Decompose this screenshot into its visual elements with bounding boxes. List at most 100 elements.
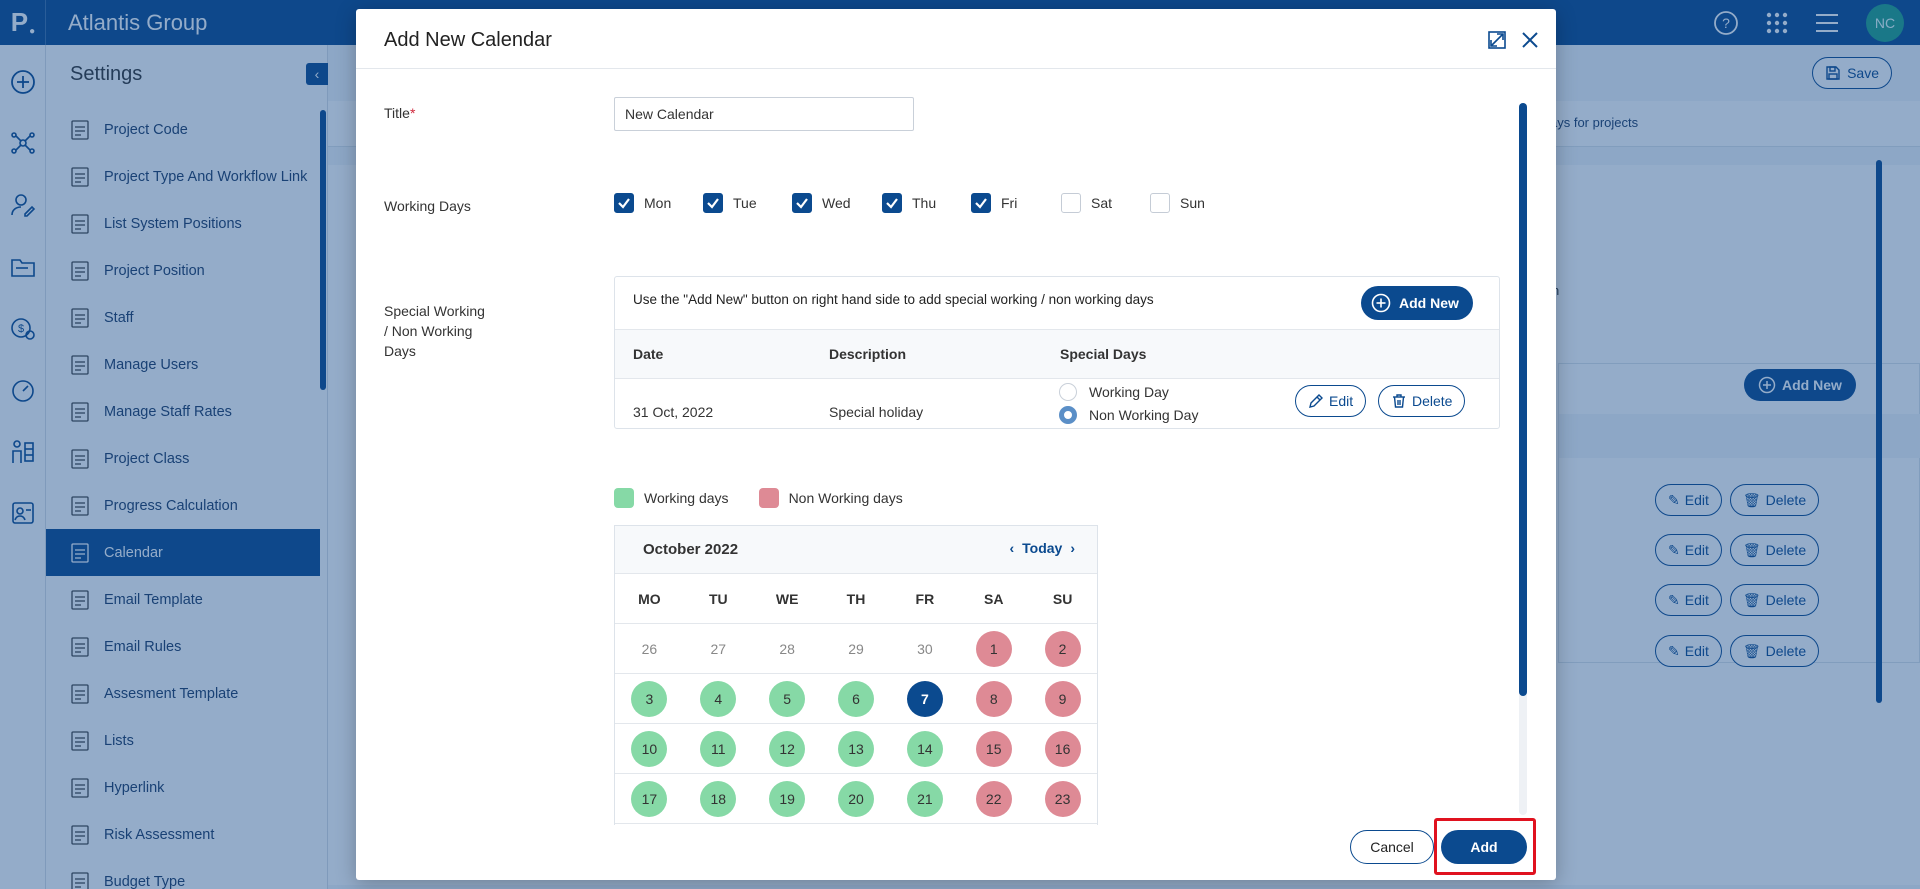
calendar-day-cell[interactable]: 14 [890, 724, 959, 773]
calendar-day-work[interactable]: 13 [838, 730, 874, 767]
calendar-day-cell[interactable]: 29 [822, 624, 891, 673]
close-icon[interactable] [1516, 26, 1544, 54]
calendar-day-work[interactable]: 10 [631, 730, 668, 767]
working-day-radio[interactable] [1059, 383, 1077, 401]
delete-special-day-button[interactable]: Delete [1378, 385, 1466, 417]
id-card-icon[interactable] [8, 498, 38, 528]
calendar-day-work[interactable]: 20 [838, 780, 874, 817]
network-icon[interactable] [8, 128, 38, 158]
day-checkbox-sun[interactable]: Sun [1150, 193, 1210, 213]
today-button[interactable]: Today [1022, 540, 1063, 556]
cancel-button[interactable]: Cancel [1350, 830, 1434, 864]
calendar-day-cell[interactable]: 17 [615, 774, 684, 823]
calendar-day-cell[interactable]: 28 [753, 624, 822, 673]
calendar-day-other[interactable]: 26 [641, 640, 658, 657]
expand-icon[interactable] [1484, 27, 1510, 53]
help-icon[interactable]: ? [1712, 9, 1740, 37]
calendar-day-nonwork[interactable]: 8 [975, 680, 1012, 717]
user-edit-icon[interactable] [8, 190, 38, 220]
non-working-day-radio[interactable] [1059, 406, 1077, 424]
day-checkbox-mon[interactable]: Mon [614, 193, 703, 213]
sidebar-item-lists[interactable]: Lists [46, 717, 320, 764]
day-checkbox-tue[interactable]: Tue [703, 193, 792, 213]
calendar-day-cell[interactable]: 16 [1028, 724, 1097, 773]
sidebar-item-budget-type[interactable]: Budget Type [46, 858, 320, 889]
sidebar-item-staff[interactable]: Staff [46, 294, 320, 341]
calendar-day-cell[interactable]: 9 [1028, 674, 1097, 723]
sidebar-item-email-rules[interactable]: Email Rules [46, 623, 320, 670]
day-checkbox-fri[interactable]: Fri [971, 193, 1061, 213]
calendar-day-cell[interactable]: 27 [684, 624, 753, 673]
calendar-day-cell[interactable]: 8 [959, 674, 1028, 723]
edit-special-day-button[interactable]: Edit [1295, 385, 1367, 417]
sidebar-item-risk-assessment[interactable]: Risk Assessment [46, 811, 320, 858]
bg-edit-button[interactable]: ✎ Edit [1655, 484, 1722, 516]
calendar-day-nonwork[interactable]: 9 [1044, 680, 1081, 717]
chevron-right-icon[interactable]: › [1070, 540, 1075, 556]
calendar-day-work[interactable]: 3 [631, 680, 668, 717]
sidebar-item-email-template[interactable]: Email Template [46, 576, 320, 623]
working-day-option[interactable]: Working Day [1059, 383, 1169, 401]
calendar-day-other[interactable]: 27 [710, 640, 727, 657]
sidebar-collapse-button[interactable]: ‹ [306, 63, 328, 85]
calendar-day-cell[interactable]: 1 [959, 624, 1028, 673]
calendar-day-nonwork[interactable]: 15 [975, 730, 1012, 767]
calendar-day-cell[interactable]: 30 [890, 624, 959, 673]
calendar-day-nonwork[interactable]: 23 [1044, 780, 1081, 817]
app-logo[interactable]: P ● [0, 0, 46, 45]
apps-grid-icon[interactable] [1763, 9, 1791, 37]
checkbox-checked-icon[interactable] [882, 193, 902, 213]
bg-add-new-button[interactable]: Add New [1744, 369, 1856, 401]
calendar-day-work[interactable]: 21 [906, 780, 943, 817]
modal-scroll-thumb[interactable] [1519, 103, 1527, 696]
sidebar-item-project-position[interactable]: Project Position [46, 247, 320, 294]
calendar-day-cell[interactable]: 12 [753, 724, 822, 773]
non-working-day-option[interactable]: Non Working Day [1059, 406, 1198, 424]
calendar-day-cell[interactable]: 3 [615, 674, 684, 723]
calendar-day-cell[interactable]: 20 [822, 774, 891, 823]
calendar-day-nonwork[interactable]: 2 [1044, 630, 1081, 667]
sidebar-item-project-class[interactable]: Project Class [46, 435, 320, 482]
calendar-day-work[interactable]: 12 [769, 730, 806, 767]
sidebar-item-calendar[interactable]: Calendar [46, 529, 320, 576]
save-button[interactable]: Save [1812, 57, 1892, 89]
calendar-day-work[interactable]: 5 [769, 680, 806, 717]
calendar-day-cell[interactable]: 11 [684, 724, 753, 773]
day-checkbox-thu[interactable]: Thu [882, 193, 971, 213]
user-avatar[interactable]: NC [1866, 4, 1904, 42]
add-new-special-day-button[interactable]: Add New [1361, 286, 1473, 320]
calendar-day-cell[interactable]: 26 [615, 624, 684, 673]
calendar-day-cell[interactable]: 4 [684, 674, 753, 723]
money-clock-icon[interactable]: $ [8, 313, 38, 343]
calendar-day-cell[interactable]: 5 [753, 674, 822, 723]
chevron-left-icon[interactable]: ‹ [1009, 540, 1015, 556]
checkbox-empty-icon[interactable] [1061, 193, 1081, 213]
calendar-day-work[interactable]: 4 [700, 680, 737, 717]
bg-delete-button[interactable]: 🗑 Delete [1729, 635, 1820, 667]
calendar-day-cell[interactable]: 6 [822, 674, 891, 723]
calendar-day-cell[interactable]: 22 [959, 774, 1028, 823]
calendar-day-other[interactable]: 28 [779, 640, 795, 657]
sidebar-item-assesment-template[interactable]: Assesment Template [46, 670, 320, 717]
sidebar-item-list-system-positions[interactable]: List System Positions [46, 200, 320, 247]
main-scrollbar[interactable] [1876, 160, 1882, 560]
calendar-day-nonwork[interactable]: 1 [975, 630, 1012, 667]
calendar-day-cell[interactable]: 7 [890, 674, 959, 723]
title-input[interactable] [614, 97, 914, 131]
calendar-day-nonwork[interactable]: 16 [1044, 730, 1081, 767]
bg-scrollbar[interactable] [1876, 513, 1882, 703]
calendar-day-work[interactable]: 17 [631, 780, 668, 817]
sidebar-item-manage-staff-rates[interactable]: Manage Staff Rates [46, 388, 320, 435]
bg-edit-button[interactable]: ✎ Edit [1655, 534, 1722, 566]
calendar-day-cell[interactable]: 19 [753, 774, 822, 823]
checkbox-checked-icon[interactable] [792, 193, 812, 213]
calendar-day-other[interactable]: 30 [917, 640, 933, 657]
dashboard-gauge-icon[interactable] [8, 375, 38, 405]
bg-edit-button[interactable]: ✎ Edit [1655, 635, 1722, 667]
day-checkbox-wed[interactable]: Wed [792, 193, 882, 213]
bg-delete-button[interactable]: 🗑 Delete [1729, 484, 1820, 516]
sidebar-item-project-code[interactable]: Project Code [46, 106, 320, 153]
calendar-day-cell[interactable]: 13 [822, 724, 891, 773]
calendar-day-work[interactable]: 19 [769, 780, 806, 817]
calendar-day-cell[interactable]: 10 [615, 724, 684, 773]
